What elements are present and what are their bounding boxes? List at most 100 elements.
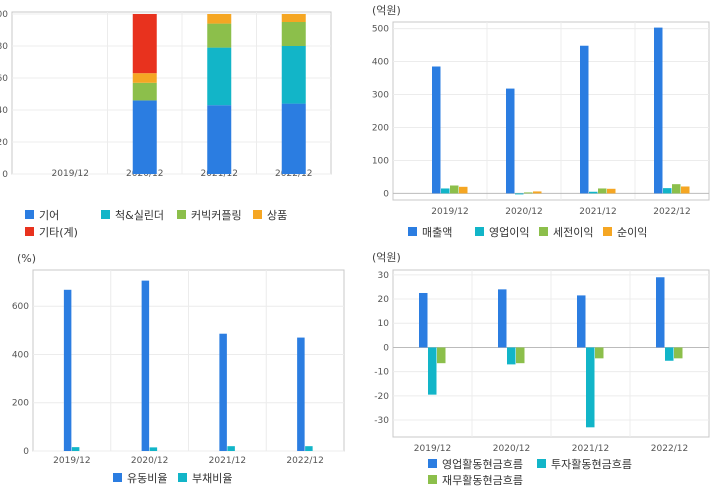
legend-item[interactable]: 순이익 bbox=[603, 226, 647, 239]
bar bbox=[595, 347, 604, 359]
bar bbox=[672, 184, 681, 194]
legend-label: 영업이익 bbox=[489, 226, 529, 239]
y-tick-label: 0 bbox=[383, 343, 389, 353]
legend-label: 재무활동현금흐름 bbox=[442, 473, 523, 487]
bar bbox=[227, 446, 235, 451]
legend-label: 유동비율 bbox=[127, 472, 167, 485]
legend-swatch bbox=[177, 210, 186, 219]
bar bbox=[506, 88, 515, 194]
bar bbox=[459, 186, 468, 194]
x-tick-label: 2020/12 bbox=[505, 207, 542, 217]
x-tick-label: 2021/12 bbox=[209, 456, 246, 466]
legend-swatch bbox=[603, 227, 612, 236]
x-tick-label: 2021/12 bbox=[572, 444, 609, 454]
chart-3: 0 200 400 600 (%) 2019/12 2020/12 2021/12 2022/1… bbox=[12, 252, 345, 485]
y-tick-label: 0 bbox=[383, 189, 389, 199]
legend-swatch bbox=[25, 210, 34, 219]
legend-swatch bbox=[428, 475, 437, 484]
bar bbox=[207, 47, 232, 106]
chart-2: 0 100 200 300 400 500 (억원) 2019/12 2020/12 2021/1… bbox=[372, 4, 710, 239]
y-tick-label: 60 bbox=[0, 74, 8, 84]
legend-item[interactable]: 영업활동현금흐름 bbox=[428, 457, 523, 471]
legend-label: 투자활동현금흐름 bbox=[551, 457, 632, 471]
bar bbox=[654, 27, 663, 194]
x-tick-label: 2022/12 bbox=[653, 207, 690, 217]
bar bbox=[681, 186, 690, 194]
x-tick-label: 2019/12 bbox=[431, 207, 468, 217]
legend-label: 기타(계) bbox=[39, 226, 78, 239]
legend-item[interactable]: 매출액 bbox=[408, 226, 452, 239]
y-tick-label: -20 bbox=[374, 392, 389, 402]
y-tick-label: 200 bbox=[12, 399, 29, 409]
bar bbox=[281, 103, 306, 174]
bar bbox=[207, 14, 232, 24]
y-tick-label: 600 bbox=[12, 302, 29, 312]
chart-4: 30 20 10 0 -10 -20 -30 (억원) 2019/12 2020/12 2021/1… bbox=[372, 251, 710, 487]
chart-1: 0204060801002019/122020/122021/122022/12… bbox=[0, 10, 332, 239]
x-tick-label: 2022/12 bbox=[286, 456, 323, 466]
y-tick-label: 40 bbox=[0, 106, 8, 116]
y-tick-label: 300 bbox=[372, 91, 389, 101]
legend-swatch bbox=[537, 459, 546, 468]
legend-item[interactable]: 투자활동현금흐름 bbox=[537, 457, 632, 471]
x-tick-label: 2022/12 bbox=[651, 444, 688, 454]
y-tick-label: 400 bbox=[372, 58, 389, 68]
bar bbox=[141, 280, 150, 451]
y-tick-label: 200 bbox=[372, 123, 389, 133]
bar bbox=[516, 347, 525, 364]
legend-item[interactable]: 영업이익 bbox=[475, 226, 529, 239]
bar bbox=[419, 292, 428, 348]
bar bbox=[607, 188, 616, 194]
y-tick-label: 100 bbox=[0, 10, 8, 20]
bar bbox=[663, 188, 672, 194]
bar bbox=[432, 66, 441, 194]
legend-label: 순이익 bbox=[617, 226, 647, 239]
bar bbox=[149, 447, 158, 451]
legend-label: 영업활동현금흐름 bbox=[442, 457, 523, 471]
legend-swatch bbox=[25, 227, 34, 236]
legend-label: 부채비율 bbox=[192, 472, 232, 485]
bar bbox=[219, 333, 227, 451]
bar bbox=[450, 185, 459, 194]
bar bbox=[305, 446, 313, 451]
bar bbox=[577, 295, 586, 348]
bar bbox=[515, 193, 524, 195]
y-tick-label: -10 bbox=[374, 368, 389, 378]
legend-swatch bbox=[101, 210, 110, 219]
legend-item[interactable]: 척&실린더 bbox=[101, 209, 164, 222]
legend-label: 기어 bbox=[39, 209, 59, 222]
bar bbox=[580, 45, 589, 194]
legend-label: 상품 bbox=[267, 209, 287, 222]
x-tick-label: 2020/12 bbox=[493, 444, 530, 454]
legend-item[interactable]: 커빅커플링 bbox=[177, 209, 242, 222]
legend-swatch bbox=[428, 459, 437, 468]
bar bbox=[586, 347, 595, 428]
bar bbox=[132, 82, 157, 101]
y-tick-label: 10 bbox=[378, 319, 390, 329]
bar bbox=[71, 447, 80, 451]
y-tick-label: 100 bbox=[372, 156, 389, 166]
legend-item[interactable]: 상품 bbox=[253, 209, 287, 222]
x-tick-label: 2020/12 bbox=[131, 456, 168, 466]
legend-swatch bbox=[178, 473, 187, 482]
bar bbox=[589, 191, 598, 194]
legend-item[interactable]: 재무활동현금흐름 bbox=[428, 473, 523, 487]
bar bbox=[132, 100, 157, 174]
legend-item[interactable]: 부채비율 bbox=[178, 472, 232, 485]
legend-swatch bbox=[408, 227, 417, 236]
y-tick-label: 30 bbox=[378, 271, 390, 281]
bar bbox=[674, 347, 683, 359]
bar bbox=[524, 192, 533, 194]
legend-item[interactable]: 기타(계) bbox=[25, 226, 78, 239]
legend-swatch bbox=[475, 227, 484, 236]
legend-item[interactable]: 기어 bbox=[25, 209, 59, 222]
legend-item[interactable]: 세전이익 bbox=[539, 226, 593, 239]
bar bbox=[598, 188, 607, 194]
legend-item[interactable]: 유동비율 bbox=[113, 472, 167, 485]
y-tick-label: 500 bbox=[372, 25, 389, 35]
unit-label: (%) bbox=[17, 252, 36, 265]
bar bbox=[132, 14, 157, 74]
legend-swatch bbox=[539, 227, 548, 236]
bar bbox=[207, 23, 232, 48]
